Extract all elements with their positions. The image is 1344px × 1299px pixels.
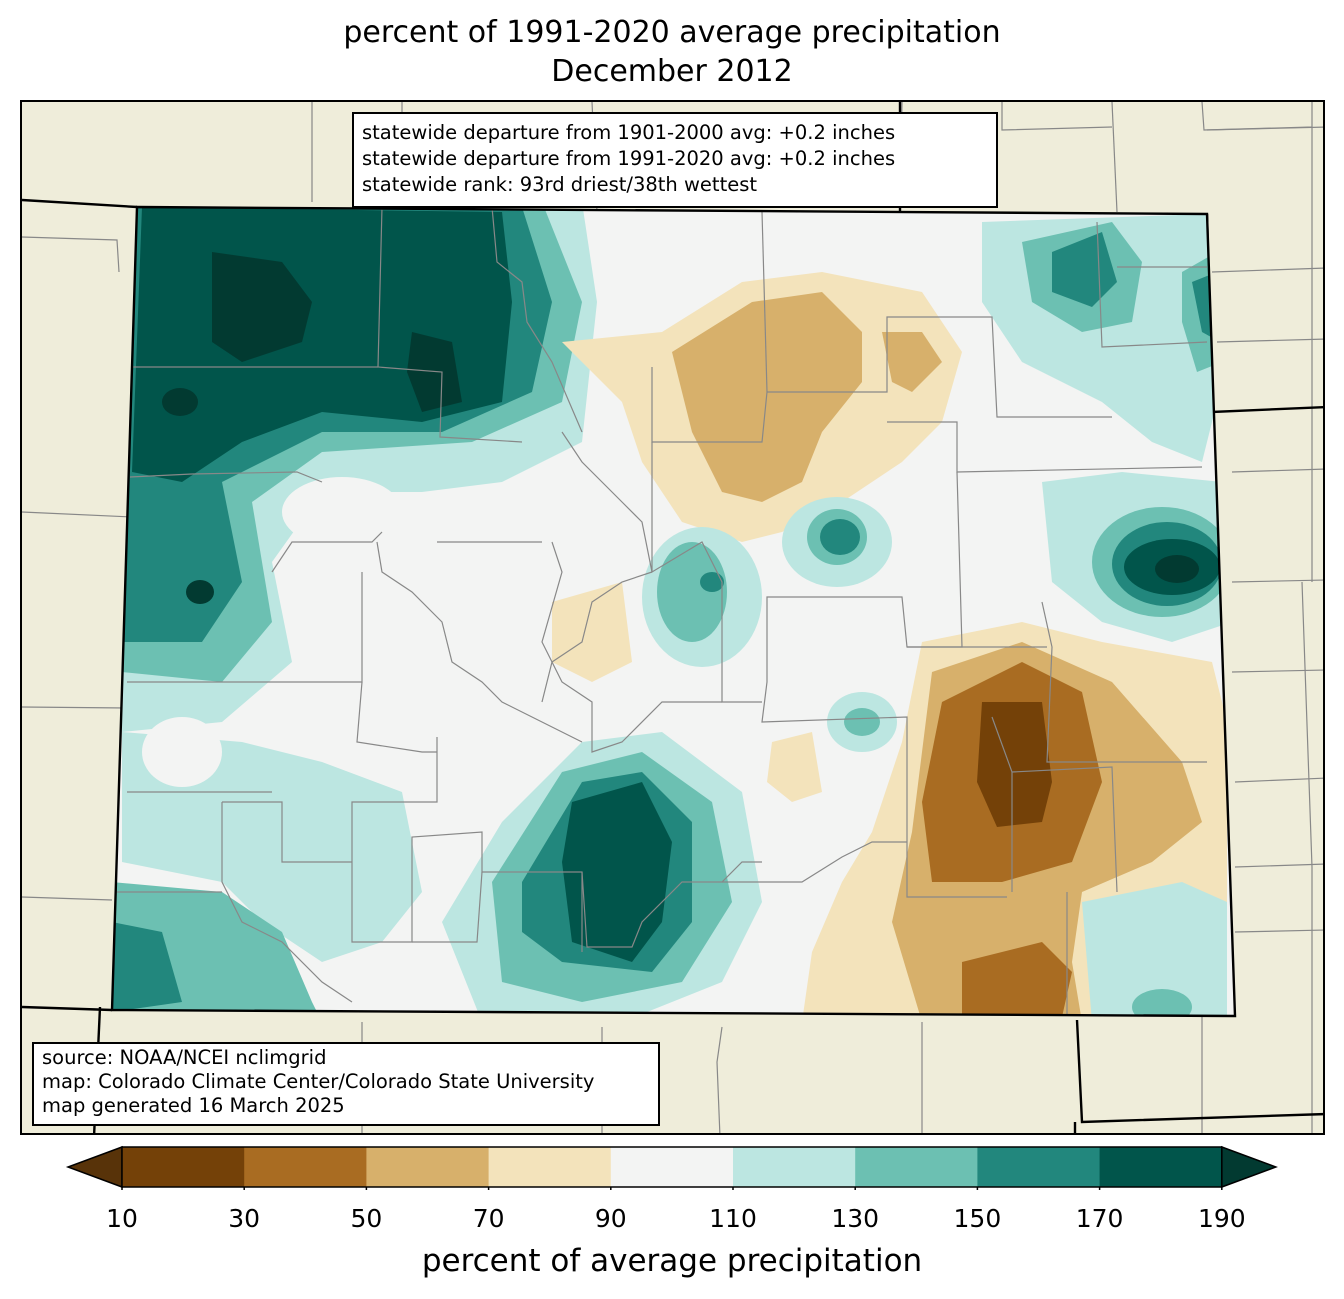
source-line: source: NOAA/NCEI nclimgrid — [42, 1046, 327, 1069]
colorbar-segment — [1099, 1147, 1223, 1187]
colorbar-segment — [610, 1147, 734, 1187]
colorbar-tick-label: 150 — [953, 1204, 1002, 1233]
colorbar-tick-label: 30 — [228, 1204, 261, 1233]
colorbar-label: percent of average precipitation — [421, 1243, 923, 1279]
colorbar-tick-label: 10 — [106, 1204, 138, 1233]
source-box: source: NOAA/NCEI nclimgrid map: Colorad… — [32, 1042, 660, 1126]
map-canvas — [22, 102, 1323, 1133]
departure-1901-2000: statewide departure from 1901-2000 avg: … — [362, 121, 896, 144]
county-boundaries — [117, 207, 1208, 1014]
colorbar-tick-label: 170 — [1075, 1204, 1124, 1233]
colorado-boundary — [110, 205, 1237, 1018]
statewide-rank: statewide rank: 93rd driest/38th wettest — [362, 173, 758, 196]
colorbar-tick-label: 110 — [709, 1204, 757, 1233]
colorbar-under-arrow — [65, 1145, 123, 1189]
colorbar-over-arrow — [1221, 1145, 1278, 1189]
colorbar-segment — [366, 1147, 490, 1187]
map-title: percent of 1991-2020 average precipitati… — [343, 15, 1001, 50]
colorbar-tick-label: 70 — [472, 1204, 505, 1233]
colorbar — [65, 1145, 1278, 1190]
precipitation-map: statewide departure from 1901-2000 avg: … — [20, 100, 1325, 1135]
colorbar-tick-label: 190 — [1197, 1204, 1246, 1233]
statewide-stats-box: statewide departure from 1901-2000 avg: … — [352, 112, 998, 208]
generated-date-line: map generated 16 March 2025 — [42, 1094, 345, 1117]
colorbar-tick-label: 90 — [594, 1204, 627, 1233]
colorbar-segment — [488, 1147, 612, 1187]
map-credit-line: map: Colorado Climate Center/Colorado St… — [42, 1070, 595, 1093]
colorbar-segment — [855, 1147, 978, 1187]
colorbar-segment — [977, 1147, 1101, 1187]
colorbar-tick-label: 130 — [831, 1204, 880, 1233]
colorbar-segment — [733, 1147, 856, 1187]
colorbar-segment — [122, 1147, 245, 1187]
map-subtitle-month: December 2012 — [551, 54, 793, 89]
precipitation-field — [112, 207, 1235, 1016]
departure-1991-2020: statewide departure from 1991-2020 avg: … — [362, 147, 896, 170]
colorbar-segment — [244, 1147, 367, 1187]
colorbar-segments — [65, 1145, 1278, 1190]
colorbar-tick-label: 50 — [350, 1204, 383, 1233]
colorbar-frame — [121, 1146, 1223, 1188]
